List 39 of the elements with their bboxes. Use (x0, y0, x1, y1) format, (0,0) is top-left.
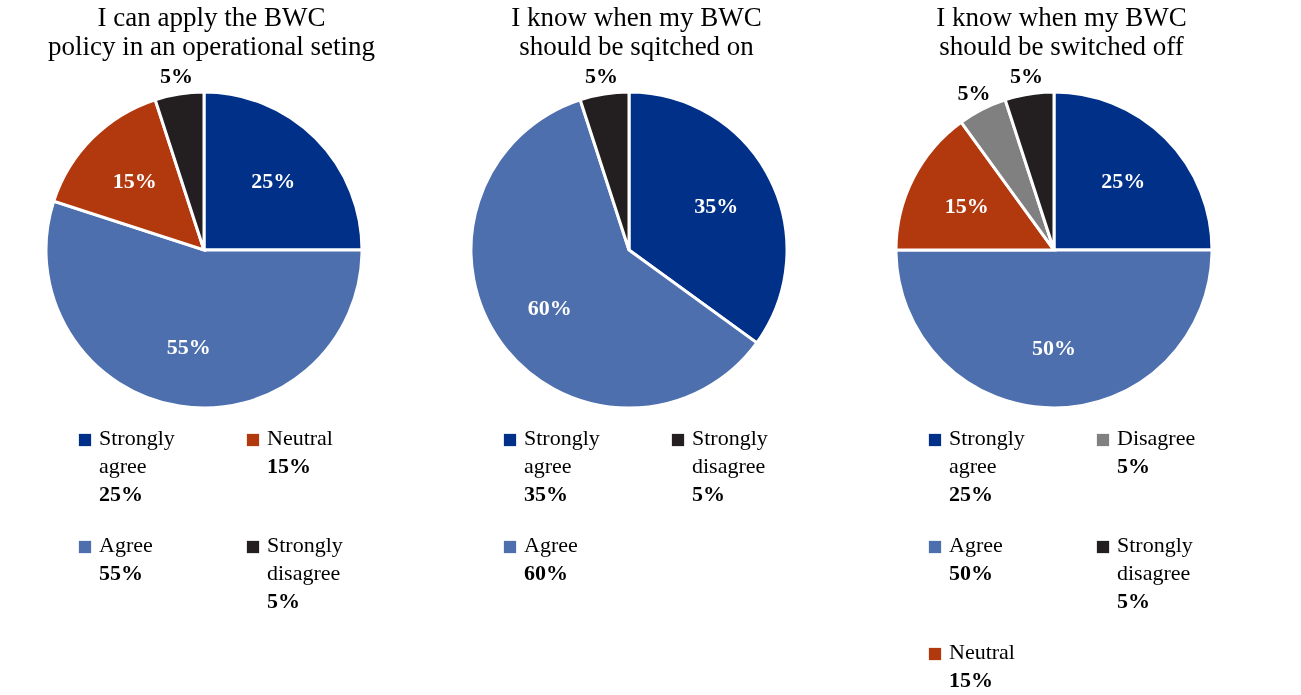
legend-label: Agree (949, 532, 1003, 557)
legend-label: Strongly disagree (1117, 532, 1193, 585)
legend-label: Strongly disagree (267, 532, 343, 585)
chart-title: I know when my BWC should be switched off (936, 2, 1187, 62)
data-label: 55% (166, 333, 211, 359)
chart-title: I know when my BWC should be sqitched on (511, 2, 762, 62)
data-label: 35% (694, 192, 739, 218)
text: 35% (524, 481, 568, 506)
legend-label: Strongly agree (949, 425, 1025, 478)
legend-label: Neutral (267, 425, 333, 450)
text: 5% (1117, 588, 1150, 613)
legend-label: Agree (524, 532, 578, 557)
legend-label: Disagree (1117, 425, 1196, 450)
text: 5% (267, 588, 300, 613)
text: 50% (949, 560, 993, 585)
text: 25% (949, 481, 993, 506)
text: 15% (267, 453, 311, 478)
text: 5% (692, 481, 725, 506)
data-label: 5% (584, 63, 618, 89)
data-label: 5% (957, 80, 991, 106)
text: 5% (1117, 453, 1150, 478)
legend-label: Neutral (949, 639, 1015, 664)
data-label: 60% (527, 294, 572, 320)
data-label: 15% (944, 192, 989, 218)
data-label: 25% (251, 167, 296, 193)
legend-label: Strongly agree (524, 425, 600, 478)
data-label: 15% (112, 167, 157, 193)
text: 60% (524, 560, 568, 585)
data-label: 50% (1032, 334, 1076, 360)
legend-label: Strongly agree (99, 425, 175, 478)
text: 15% (949, 667, 993, 692)
chart-title: I can apply the BWC policy in an operational seting (48, 2, 375, 62)
data-label: 5% (1009, 63, 1043, 89)
text: 55% (99, 560, 143, 585)
legend-label: Strongly disagree (692, 425, 768, 478)
legend-label: Agree (99, 532, 153, 557)
data-label: 25% (1101, 167, 1146, 193)
text: 25% (99, 481, 143, 506)
data-label: 5% (159, 63, 193, 89)
